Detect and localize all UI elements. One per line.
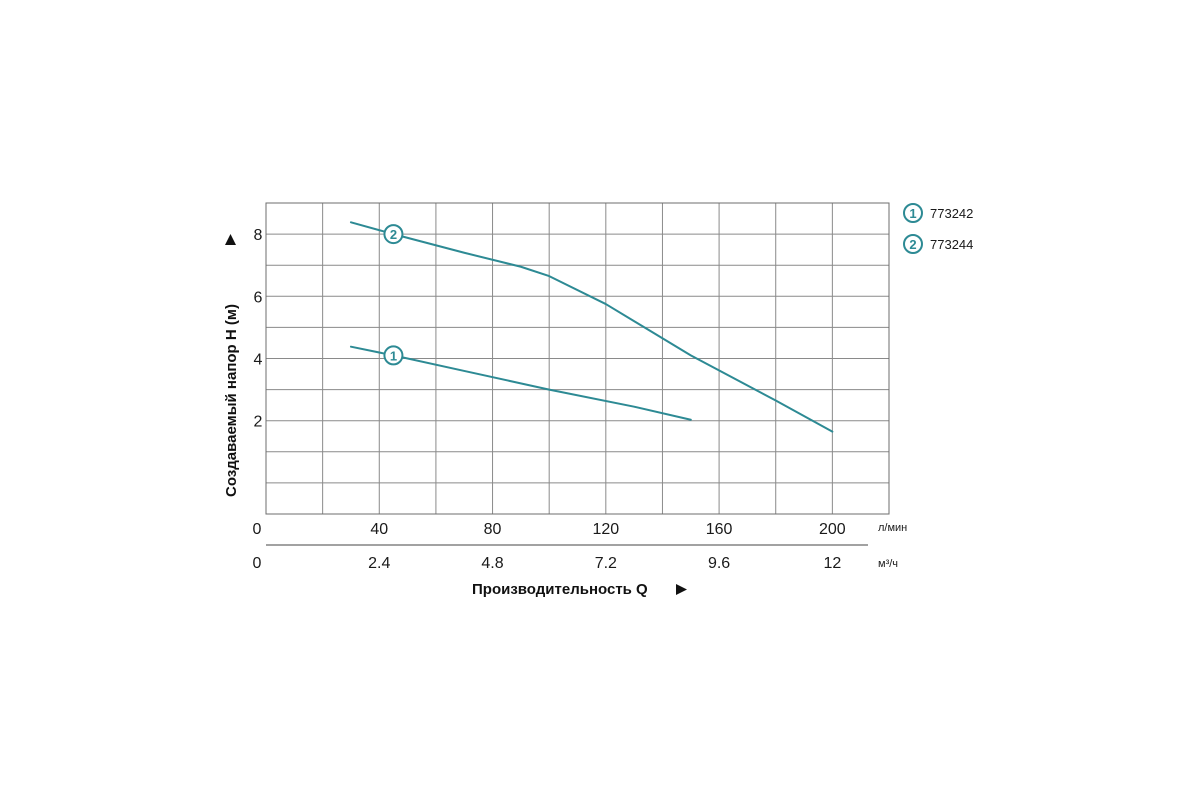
legend-marker-label: 2 <box>909 237 916 252</box>
legend-marker-label: 1 <box>909 206 916 221</box>
legend-marker-circle <box>903 203 923 223</box>
x2-unit-label: м³/ч <box>878 558 898 570</box>
legend-entry-label: 773242 <box>930 206 973 221</box>
x-tick-label: 40 <box>370 521 388 538</box>
y-axis-title: Создаваемый напор H (м) <box>223 234 240 497</box>
x2-tick-label: 4.8 <box>481 555 503 572</box>
x-tick-label: 200 <box>819 521 846 538</box>
y-tick-label: 4 <box>254 352 263 369</box>
x-tick-label: 0 <box>253 521 262 538</box>
series-marker-circle <box>383 224 404 245</box>
x2-tick-label: 0 <box>253 555 262 572</box>
series-marker-label: 2 <box>390 227 397 242</box>
x-axis-arrow-icon <box>676 584 687 595</box>
x-tick-label: 80 <box>484 521 502 538</box>
x-axis-title: Производительность Q <box>472 581 687 598</box>
x2-tick-label: 9.6 <box>708 555 730 572</box>
x-axis-title-text: Производительность Q <box>472 581 648 598</box>
x-axis-ticks-lpm: 0 40 80 120 160 200 <box>253 521 846 538</box>
grid <box>266 203 889 514</box>
series-lines: 12 <box>349 221 834 433</box>
legend-entry-label: 773244 <box>930 237 973 252</box>
x2-tick-label: 7.2 <box>595 555 617 572</box>
x-axis-ticks-m3h: 0 2.4 4.8 7.2 9.6 12 <box>253 555 842 572</box>
x2-tick-label: 12 <box>823 555 841 572</box>
y-axis-ticks: 2 4 6 8 <box>254 227 263 431</box>
y-tick-label: 6 <box>254 289 263 306</box>
y-tick-label: 8 <box>254 227 263 244</box>
y-axis-title-text: Создаваемый напор H (м) <box>223 304 240 497</box>
plot-area-frame <box>265 202 890 515</box>
y-axis-arrow-icon <box>225 234 236 245</box>
legend: 1 773242 2 773244 <box>903 203 973 254</box>
series-marker-circle <box>383 345 404 366</box>
x2-tick-label: 2.4 <box>368 555 390 572</box>
x-tick-label: 120 <box>592 521 619 538</box>
series-line-773244 <box>349 221 834 433</box>
series-marker-label: 1 <box>390 348 397 363</box>
legend-marker-circle <box>903 234 923 254</box>
y-tick-label: 2 <box>254 414 263 431</box>
x-unit-label: л/мин <box>878 522 907 534</box>
x-tick-label: 160 <box>706 521 733 538</box>
